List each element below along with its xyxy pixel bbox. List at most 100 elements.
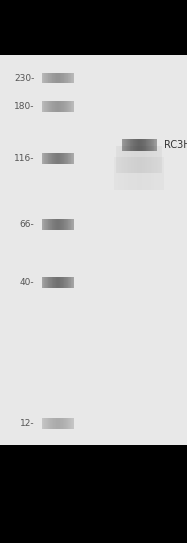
Bar — [142, 157, 143, 190]
Bar — [137, 146, 138, 173]
Bar — [69, 153, 70, 163]
Bar — [129, 139, 130, 150]
Bar — [55, 73, 56, 84]
Bar — [67, 101, 68, 112]
Bar — [44, 153, 45, 163]
Bar — [45, 219, 46, 230]
Bar — [61, 153, 62, 163]
Bar — [59, 153, 60, 163]
Bar — [59, 101, 60, 112]
Bar — [153, 146, 154, 173]
Bar — [63, 277, 64, 288]
Bar — [122, 157, 123, 190]
Bar — [63, 101, 64, 112]
Bar — [51, 418, 52, 429]
Bar — [144, 139, 145, 150]
Bar — [127, 146, 128, 173]
Bar — [114, 157, 116, 190]
Bar — [42, 153, 43, 163]
Bar — [135, 146, 136, 173]
Bar — [68, 73, 69, 84]
Bar — [52, 277, 53, 288]
Bar — [153, 157, 154, 190]
Bar — [143, 139, 144, 150]
Bar — [124, 157, 126, 190]
Bar — [53, 277, 54, 288]
Bar — [132, 157, 133, 190]
Bar — [69, 101, 70, 112]
Bar — [73, 153, 74, 163]
Bar — [50, 101, 51, 112]
Bar — [50, 418, 51, 429]
Bar — [73, 418, 74, 429]
Bar — [60, 73, 61, 84]
Bar — [123, 157, 124, 190]
Bar — [69, 219, 70, 230]
Bar — [72, 277, 73, 288]
Bar — [124, 146, 125, 173]
Bar — [53, 101, 54, 112]
Bar — [146, 146, 147, 173]
Bar — [62, 277, 63, 288]
Bar — [160, 146, 161, 173]
Bar — [46, 73, 47, 84]
Bar — [58, 73, 59, 84]
Bar — [55, 101, 56, 112]
Bar — [55, 219, 56, 230]
Bar — [122, 139, 123, 150]
Bar — [61, 101, 62, 112]
Bar — [70, 101, 71, 112]
Bar — [155, 146, 157, 173]
Bar — [152, 157, 153, 190]
Bar — [152, 146, 153, 173]
Bar — [62, 418, 63, 429]
Bar — [54, 418, 55, 429]
Bar — [69, 418, 70, 429]
Bar — [66, 219, 67, 230]
Bar — [59, 277, 60, 288]
Bar — [55, 277, 56, 288]
Bar — [54, 101, 55, 112]
Bar — [157, 146, 158, 173]
Bar — [153, 139, 154, 150]
Bar — [58, 101, 59, 112]
Bar — [65, 418, 66, 429]
Bar — [44, 277, 45, 288]
Bar — [51, 73, 52, 84]
Bar — [47, 73, 48, 84]
Bar — [140, 146, 142, 173]
Bar — [159, 146, 160, 173]
Bar — [145, 146, 146, 173]
Bar — [61, 418, 62, 429]
Bar — [117, 146, 119, 173]
Bar — [52, 101, 53, 112]
Bar — [119, 157, 121, 190]
Bar — [151, 139, 152, 150]
Bar — [139, 139, 140, 150]
Bar — [142, 139, 143, 150]
Bar — [58, 153, 59, 163]
Bar — [150, 146, 151, 173]
Bar — [59, 219, 60, 230]
Bar — [73, 277, 74, 288]
Bar — [73, 219, 74, 230]
Bar — [139, 146, 140, 173]
Bar — [128, 139, 129, 150]
Bar — [50, 153, 51, 163]
Bar — [126, 139, 127, 150]
Bar — [121, 146, 122, 173]
Bar — [68, 101, 69, 112]
Bar — [70, 153, 71, 163]
Bar — [118, 157, 119, 190]
Bar — [65, 153, 66, 163]
Bar — [56, 101, 57, 112]
Bar — [53, 219, 54, 230]
Bar — [66, 153, 67, 163]
Bar — [44, 101, 45, 112]
Bar — [71, 418, 72, 429]
Bar — [66, 101, 67, 112]
Bar — [43, 418, 44, 429]
Bar — [119, 146, 120, 173]
Bar — [45, 153, 46, 163]
Bar — [128, 157, 129, 190]
